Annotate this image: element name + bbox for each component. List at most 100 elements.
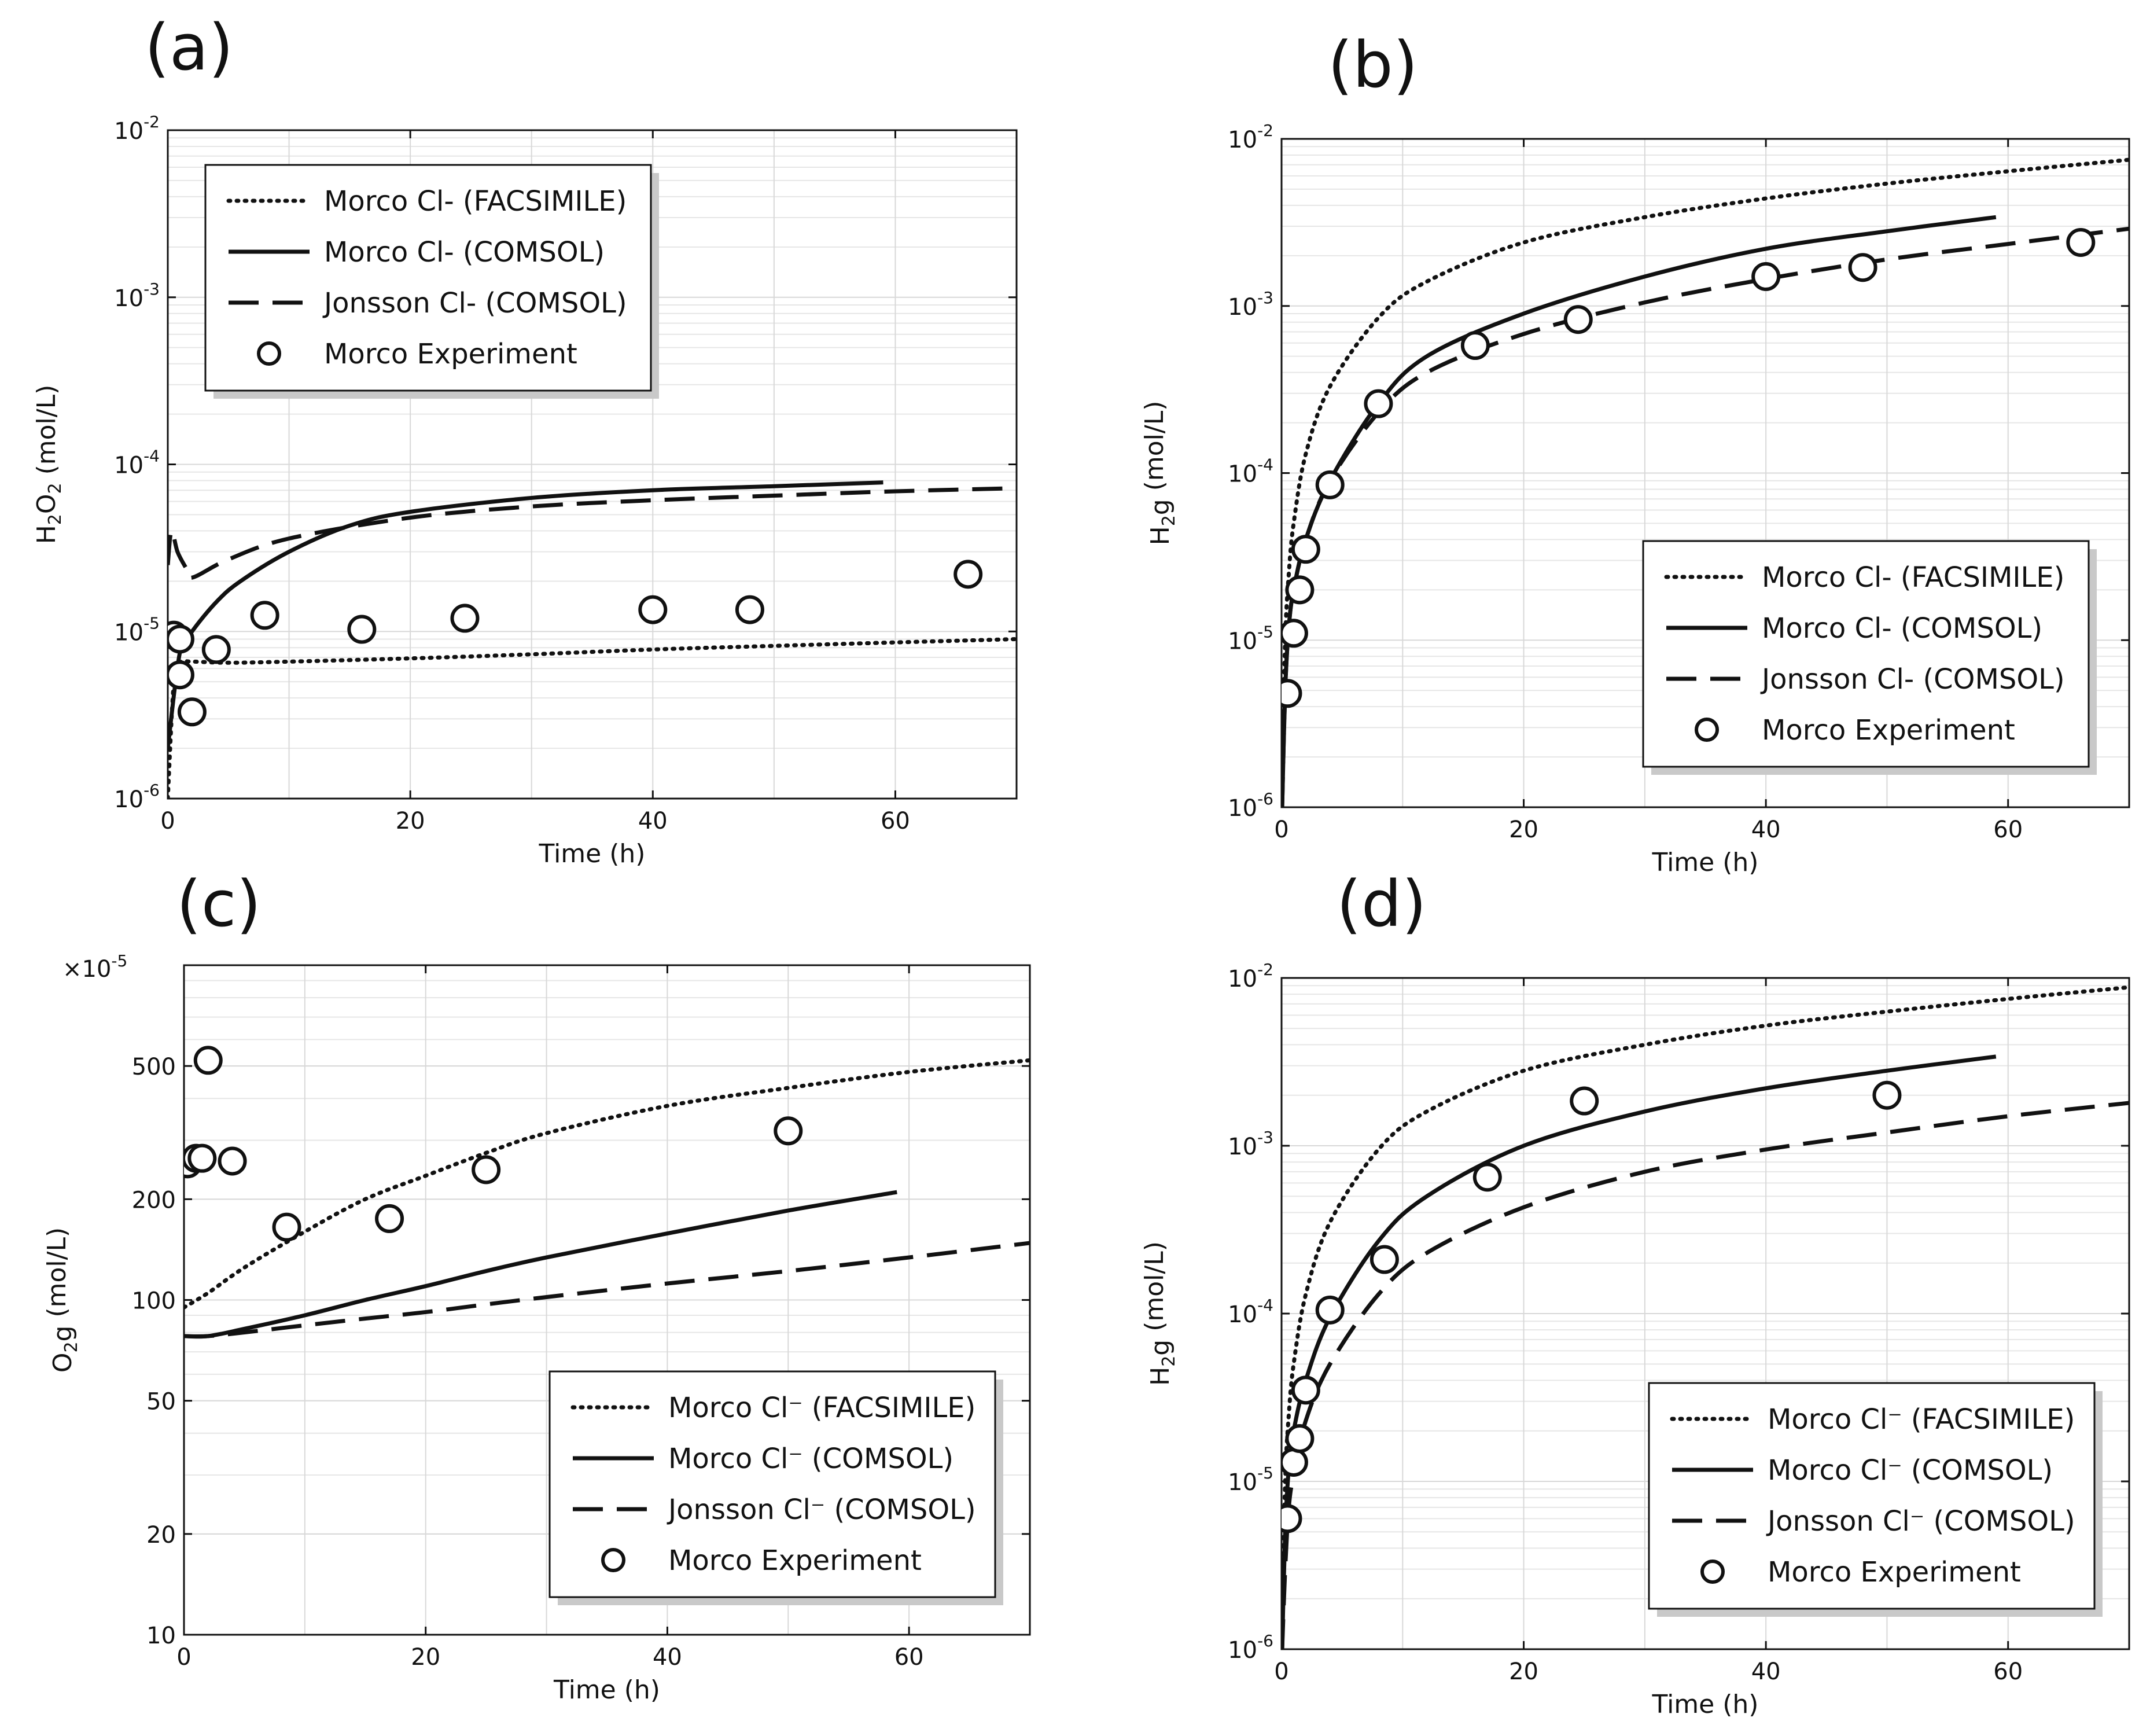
y-tick-label: 10-6: [1228, 789, 1273, 822]
x-axis-label: Time (h): [1652, 1690, 1759, 1719]
y-tick-label: 10-6: [1228, 1631, 1273, 1664]
x-tick-label: 60: [1993, 1658, 2023, 1685]
legend-entry-label: Morco Experiment: [1762, 714, 2015, 746]
legend-entry-label: Morco Cl⁻ (FACSIMILE): [1768, 1403, 2075, 1436]
y-tick-label: 10-4: [1228, 1296, 1273, 1328]
x-tick-label: 40: [653, 1644, 682, 1671]
legend-entry-label: Jonsson Cl⁻ (COMSOL): [667, 1494, 976, 1526]
data-point-experiment: [953, 560, 983, 589]
y-tick-label: 500: [132, 1054, 176, 1080]
y-tick-label: 10-5: [1228, 622, 1273, 654]
data-point-experiment: [1364, 389, 1393, 418]
panel-d: 0 20 40 60 10-6 10-5 10-4 10-3 10-2 Time (h) H2g (…: [1140, 867, 2130, 1719]
panel-label: (c): [176, 867, 261, 941]
data-point-experiment: [168, 624, 194, 654]
data-point-experiment: [1285, 1424, 1315, 1453]
y-tick-label: 10-3: [1228, 1128, 1273, 1160]
legend-entry-label: Morco Cl- (COMSOL): [1762, 612, 2042, 645]
y-axis-label: O2g (mol/L): [42, 1227, 82, 1373]
y-tick-label: 10-4: [1228, 455, 1273, 488]
panel-label: (d): [1337, 867, 1427, 941]
panel-a: 0 20 40 60 10-6 10-5 10-4 10-3 10-2 Time (h) H2O2 …: [32, 10, 1018, 869]
legend-marker: [257, 341, 281, 366]
x-tick-label: 60: [1993, 816, 2023, 843]
series-line-solid: [184, 1190, 897, 1339]
data-point-experiment: [472, 1155, 501, 1185]
x-tick-label: 40: [1751, 816, 1781, 843]
legend: Morco Cl- (FACSIMILE) Morco Cl- (COMSOL) J…: [204, 164, 659, 399]
series-line-dotted: [1282, 985, 2129, 1622]
data-point-experiment: [1460, 331, 1490, 361]
x-tick-label: 20: [1509, 1658, 1538, 1685]
series-line-dotted: [1282, 157, 2129, 780]
data-point-experiment: [201, 635, 231, 664]
data-point-experiment: [2066, 227, 2096, 257]
data-point-experiment: [1570, 1086, 1599, 1116]
legend-entry-label: Morco Cl⁻ (FACSIMILE): [668, 1392, 975, 1424]
x-tick-label: 20: [396, 808, 425, 834]
data-point-experiment: [1282, 679, 1302, 708]
x-tick-label: 60: [894, 1644, 924, 1671]
data-point-experiment: [218, 1146, 247, 1176]
data-point-experiment: [168, 660, 194, 690]
legend: Morco Cl- (FACSIMILE) Morco Cl- (COMSOL) J…: [1642, 540, 2097, 775]
series-line-dashed: [184, 1241, 1030, 1338]
y-tick-label: 10-2: [114, 112, 160, 145]
legend: Morco Cl⁻ (FACSIMILE) Morco Cl⁻ (COMSOL) J…: [548, 1370, 1003, 1605]
data-point-experiment: [272, 1212, 301, 1242]
y-tick-label: 20: [146, 1522, 176, 1549]
y-axis-label: H2g (mol/L): [1140, 1241, 1179, 1386]
data-point-experiment: [1369, 1245, 1399, 1274]
legend-entry-label: Morco Cl- (COMSOL): [324, 236, 605, 269]
data-point-experiment: [1563, 305, 1593, 334]
data-point-experiment: [1285, 575, 1315, 605]
x-axis-label: Time (h): [539, 839, 646, 869]
x-axis-label: Time (h): [1652, 848, 1759, 877]
legend-entry-label: Morco Cl⁻ (COMSOL): [1768, 1454, 2053, 1487]
x-tick-label: 60: [881, 808, 910, 834]
data-point-experiment: [1315, 470, 1345, 499]
x-tick-label: 40: [638, 808, 668, 834]
y-tick-label: 100: [132, 1288, 176, 1315]
legend: Morco Cl⁻ (FACSIMILE) Morco Cl⁻ (COMSOL) J…: [1648, 1382, 2103, 1617]
series-group: [184, 1046, 1030, 1339]
x-tick-label: 0: [176, 1644, 191, 1671]
y-tick-label: 10-3: [1228, 288, 1273, 321]
legend-marker: [1695, 718, 1719, 742]
series-line-dotted: [184, 1058, 1030, 1310]
legend-entry-label: Jonsson Cl- (COMSOL): [322, 287, 627, 319]
data-point-experiment: [450, 604, 480, 633]
series-line-dashed: [1282, 1101, 2129, 1649]
y-tick-label: 10-5: [1228, 1463, 1273, 1496]
panel-label: (a): [145, 10, 233, 84]
y-tick-label: 10-4: [114, 447, 160, 479]
data-point-experiment: [1291, 535, 1320, 564]
data-point-experiment: [774, 1116, 803, 1146]
y-tick-label: 50: [146, 1389, 176, 1415]
data-point-experiment: [1282, 1504, 1302, 1533]
x-tick-label: 0: [1274, 816, 1288, 843]
legend-entry-label: Morco Cl⁻ (COMSOL): [668, 1443, 953, 1475]
panel-label: (b): [1328, 28, 1418, 102]
data-point-experiment: [375, 1204, 404, 1233]
y-tick-label: 10: [146, 1623, 176, 1649]
y-tick-label: 10-5: [114, 613, 160, 646]
series-group: [1282, 985, 2129, 1649]
y-tick-label: 10-2: [1228, 121, 1273, 153]
x-axis-label: Time (h): [553, 1675, 660, 1705]
panel-b: 0 20 40 60 10-6 10-5 10-4 10-3 10-2 Time (h) H2g (…: [1140, 28, 2130, 877]
data-point-experiment: [347, 615, 377, 644]
data-point-experiment: [193, 1046, 223, 1075]
x-tick-label: 40: [1751, 1658, 1781, 1685]
data-point-experiment: [187, 1143, 217, 1173]
x-tick-label: 20: [1509, 816, 1538, 843]
x-tick-label: 0: [1274, 1658, 1288, 1685]
y-tick-label: 10-6: [114, 781, 160, 813]
legend-entry-label: Jonsson Cl- (COMSOL): [1760, 663, 2065, 696]
data-point-experiment: [1291, 1375, 1320, 1405]
legend-entry-label: Morco Cl- (FACSIMILE): [324, 185, 627, 218]
data-point-experiment: [1751, 262, 1781, 291]
legend-entry-label: Morco Experiment: [324, 338, 577, 370]
y-axis-label: H2O2 (mol/L): [32, 385, 65, 545]
